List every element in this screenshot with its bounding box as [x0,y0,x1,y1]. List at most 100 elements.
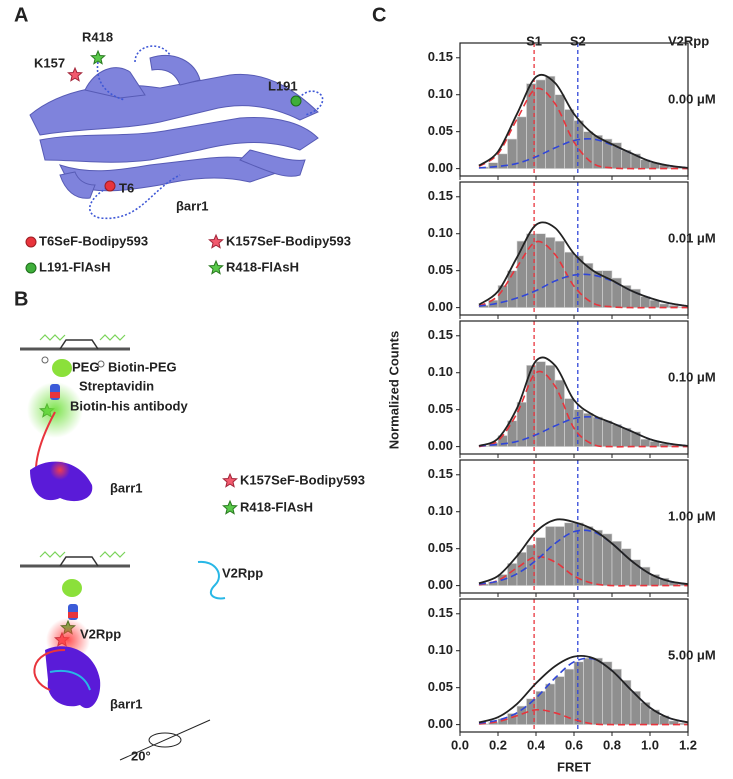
y-tick-label: 0.05 [428,123,453,138]
bar [554,379,565,447]
y-tick-label: 0.05 [428,540,453,555]
bar [545,365,556,447]
y-tick-label: 0.15 [428,188,453,203]
x-axis-label: FRET [557,759,591,774]
fit-curve [478,555,688,587]
bar [545,526,556,586]
star-marker [222,472,238,488]
y-tick-label: 0.05 [428,401,453,416]
y-tick-label: 0.15 [428,466,453,481]
header: V2Rpp [668,33,709,48]
bar [564,398,575,447]
bar [573,409,584,447]
fit-curve [478,518,689,586]
y-tick-label: 0.05 [428,262,453,277]
y-tick-label: 0.00 [428,438,453,453]
legend-label: R418-FlAsH [226,259,299,274]
legend-label: L191-FlAsH [39,259,111,274]
bar [545,75,556,169]
y-axis-label: Normalized Counts [386,331,401,449]
bar [535,79,546,169]
bar [545,683,556,725]
legend-label: T6SeF-Bodipy593 [39,233,148,248]
legend-label: V2Rpp [222,565,263,580]
y-tick-label: 0.10 [428,642,453,657]
legend-label: K157SeF-Bodipy593 [240,472,365,487]
fit-curve [478,221,689,308]
bar [592,657,603,725]
series-label: 0.01 μM [668,230,716,245]
bar [535,537,546,586]
y-tick-label: 0.00 [428,577,453,592]
label: Streptavidin [79,378,154,393]
annotation: R418 [82,29,113,44]
x-tick-label: 0.6 [565,737,583,752]
star-marker [222,499,238,515]
legend-symbol [25,236,37,248]
y-tick-label: 0.05 [428,679,453,694]
bar [564,109,575,169]
y-tick-label: 0.00 [428,160,453,175]
y-tick-label: 0.10 [428,225,453,240]
label: Biotin-his antibody [70,398,188,413]
bar [564,251,575,308]
label: βarr1 [110,696,143,711]
fit-curve [478,370,688,448]
bar [554,526,565,586]
bar [621,679,632,725]
series-label: 0.00 μM [668,91,716,106]
y-tick-label: 0.00 [428,299,453,314]
star-marker [90,49,106,65]
annotation: T6 [119,180,134,195]
series-label: 5.00 μM [668,647,716,662]
y-tick-label: 0.15 [428,327,453,342]
annotation: βarr1 [176,198,209,213]
x-tick-label: 0.4 [527,737,546,752]
label: V2Rpp [80,626,121,641]
bar [564,522,575,586]
bar [602,420,613,447]
bar [573,661,584,725]
protein-structure [29,45,324,220]
annotation: K157 [34,55,65,70]
panel-label: A [14,4,28,26]
bar [488,162,499,169]
state-label: S2 [570,33,586,48]
x-tick-label: 0.0 [451,737,469,752]
bar [583,131,594,169]
state-label: S1 [526,33,542,48]
bar [611,424,622,447]
surface-bottom [20,551,211,761]
annotation: L191 [268,78,298,93]
bar [516,240,527,308]
legend-label: R418-FlAsH [240,499,313,514]
label: βarr1 [110,480,143,495]
bar [592,529,603,586]
y-tick-label: 0.00 [428,716,453,731]
star-marker [208,259,224,275]
fit-curve [478,87,688,170]
x-tick-label: 1.2 [679,737,697,752]
bar [602,661,613,725]
bar [583,657,594,725]
x-tick-label: 0.8 [603,737,621,752]
label: 20° [131,748,151,763]
y-tick-label: 0.15 [428,49,453,64]
marker-l191 [290,95,302,107]
legend-label: K157SeF-Bodipy593 [226,233,351,248]
x-tick-label: 1.0 [641,737,659,752]
bar [554,676,565,725]
bar [583,526,594,586]
fit-curve [478,654,689,724]
bar [573,255,584,308]
bar [535,233,546,308]
fit-curve [478,708,689,726]
marker-t6 [104,180,116,192]
series-label: 1.00 μM [668,508,716,523]
star-marker [67,66,83,82]
bar [573,522,584,586]
y-tick-label: 0.15 [428,605,453,620]
y-tick-label: 0.10 [428,86,453,101]
y-tick-label: 0.10 [428,364,453,379]
